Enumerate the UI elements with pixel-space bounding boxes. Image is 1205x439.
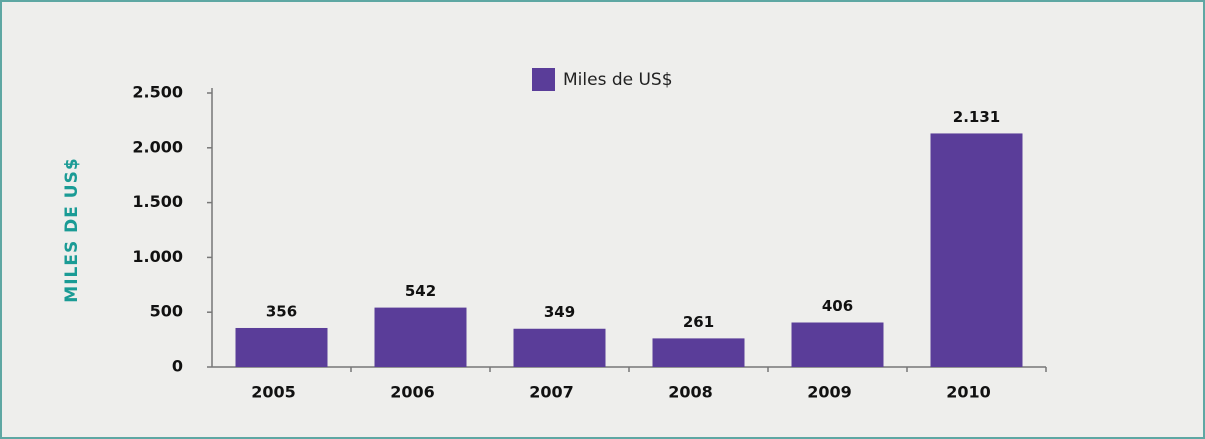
bar: [791, 322, 884, 367]
x-tick-label: 2008: [668, 383, 713, 402]
value-label: 2.131: [953, 108, 1000, 126]
y-tick-label: 500: [150, 302, 183, 321]
x-tick-label: 2006: [390, 383, 435, 402]
y-tick-label: 0: [172, 357, 183, 376]
value-label: 406: [822, 297, 853, 315]
value-label: 261: [683, 313, 714, 331]
x-tick-label: 2009: [807, 383, 852, 402]
y-axis-label: MILES DE US$: [62, 157, 82, 302]
bar: [652, 338, 745, 367]
x-tick-label: 2007: [529, 383, 574, 402]
x-tick-label: 2005: [251, 383, 296, 402]
bar: [513, 328, 606, 367]
y-tick-label: 2.000: [132, 137, 183, 156]
y-tick-label: 1.000: [132, 247, 183, 266]
x-tick-label: 2010: [946, 383, 991, 402]
bar: [235, 327, 328, 367]
legend-swatch: [532, 68, 555, 91]
value-label: 542: [405, 282, 436, 300]
bar: [930, 133, 1023, 367]
value-label: 349: [544, 303, 575, 321]
bar: [374, 307, 467, 367]
y-tick-label: 2.500: [132, 83, 183, 102]
value-label: 356: [266, 302, 297, 320]
y-tick-label: 1.500: [132, 192, 183, 211]
legend-label: Miles de US$: [563, 70, 673, 90]
